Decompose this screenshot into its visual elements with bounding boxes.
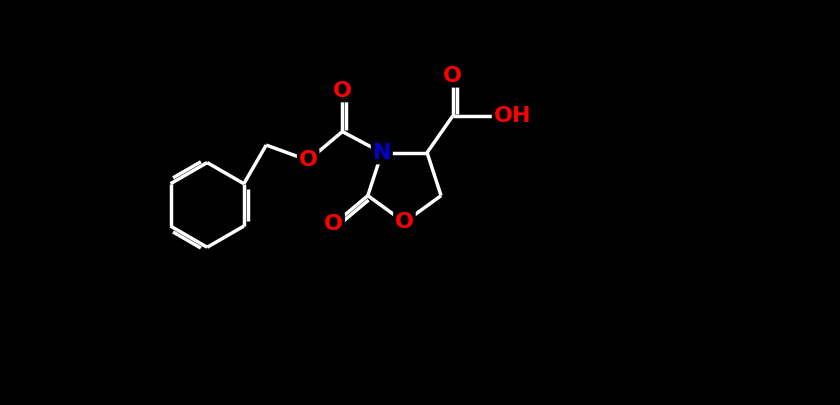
Text: O: O [324, 214, 343, 234]
Text: O: O [444, 66, 462, 86]
Text: O: O [299, 150, 318, 171]
Text: O: O [333, 81, 352, 100]
Text: OH: OH [494, 106, 531, 126]
Text: O: O [395, 212, 414, 232]
Text: N: N [373, 143, 391, 162]
